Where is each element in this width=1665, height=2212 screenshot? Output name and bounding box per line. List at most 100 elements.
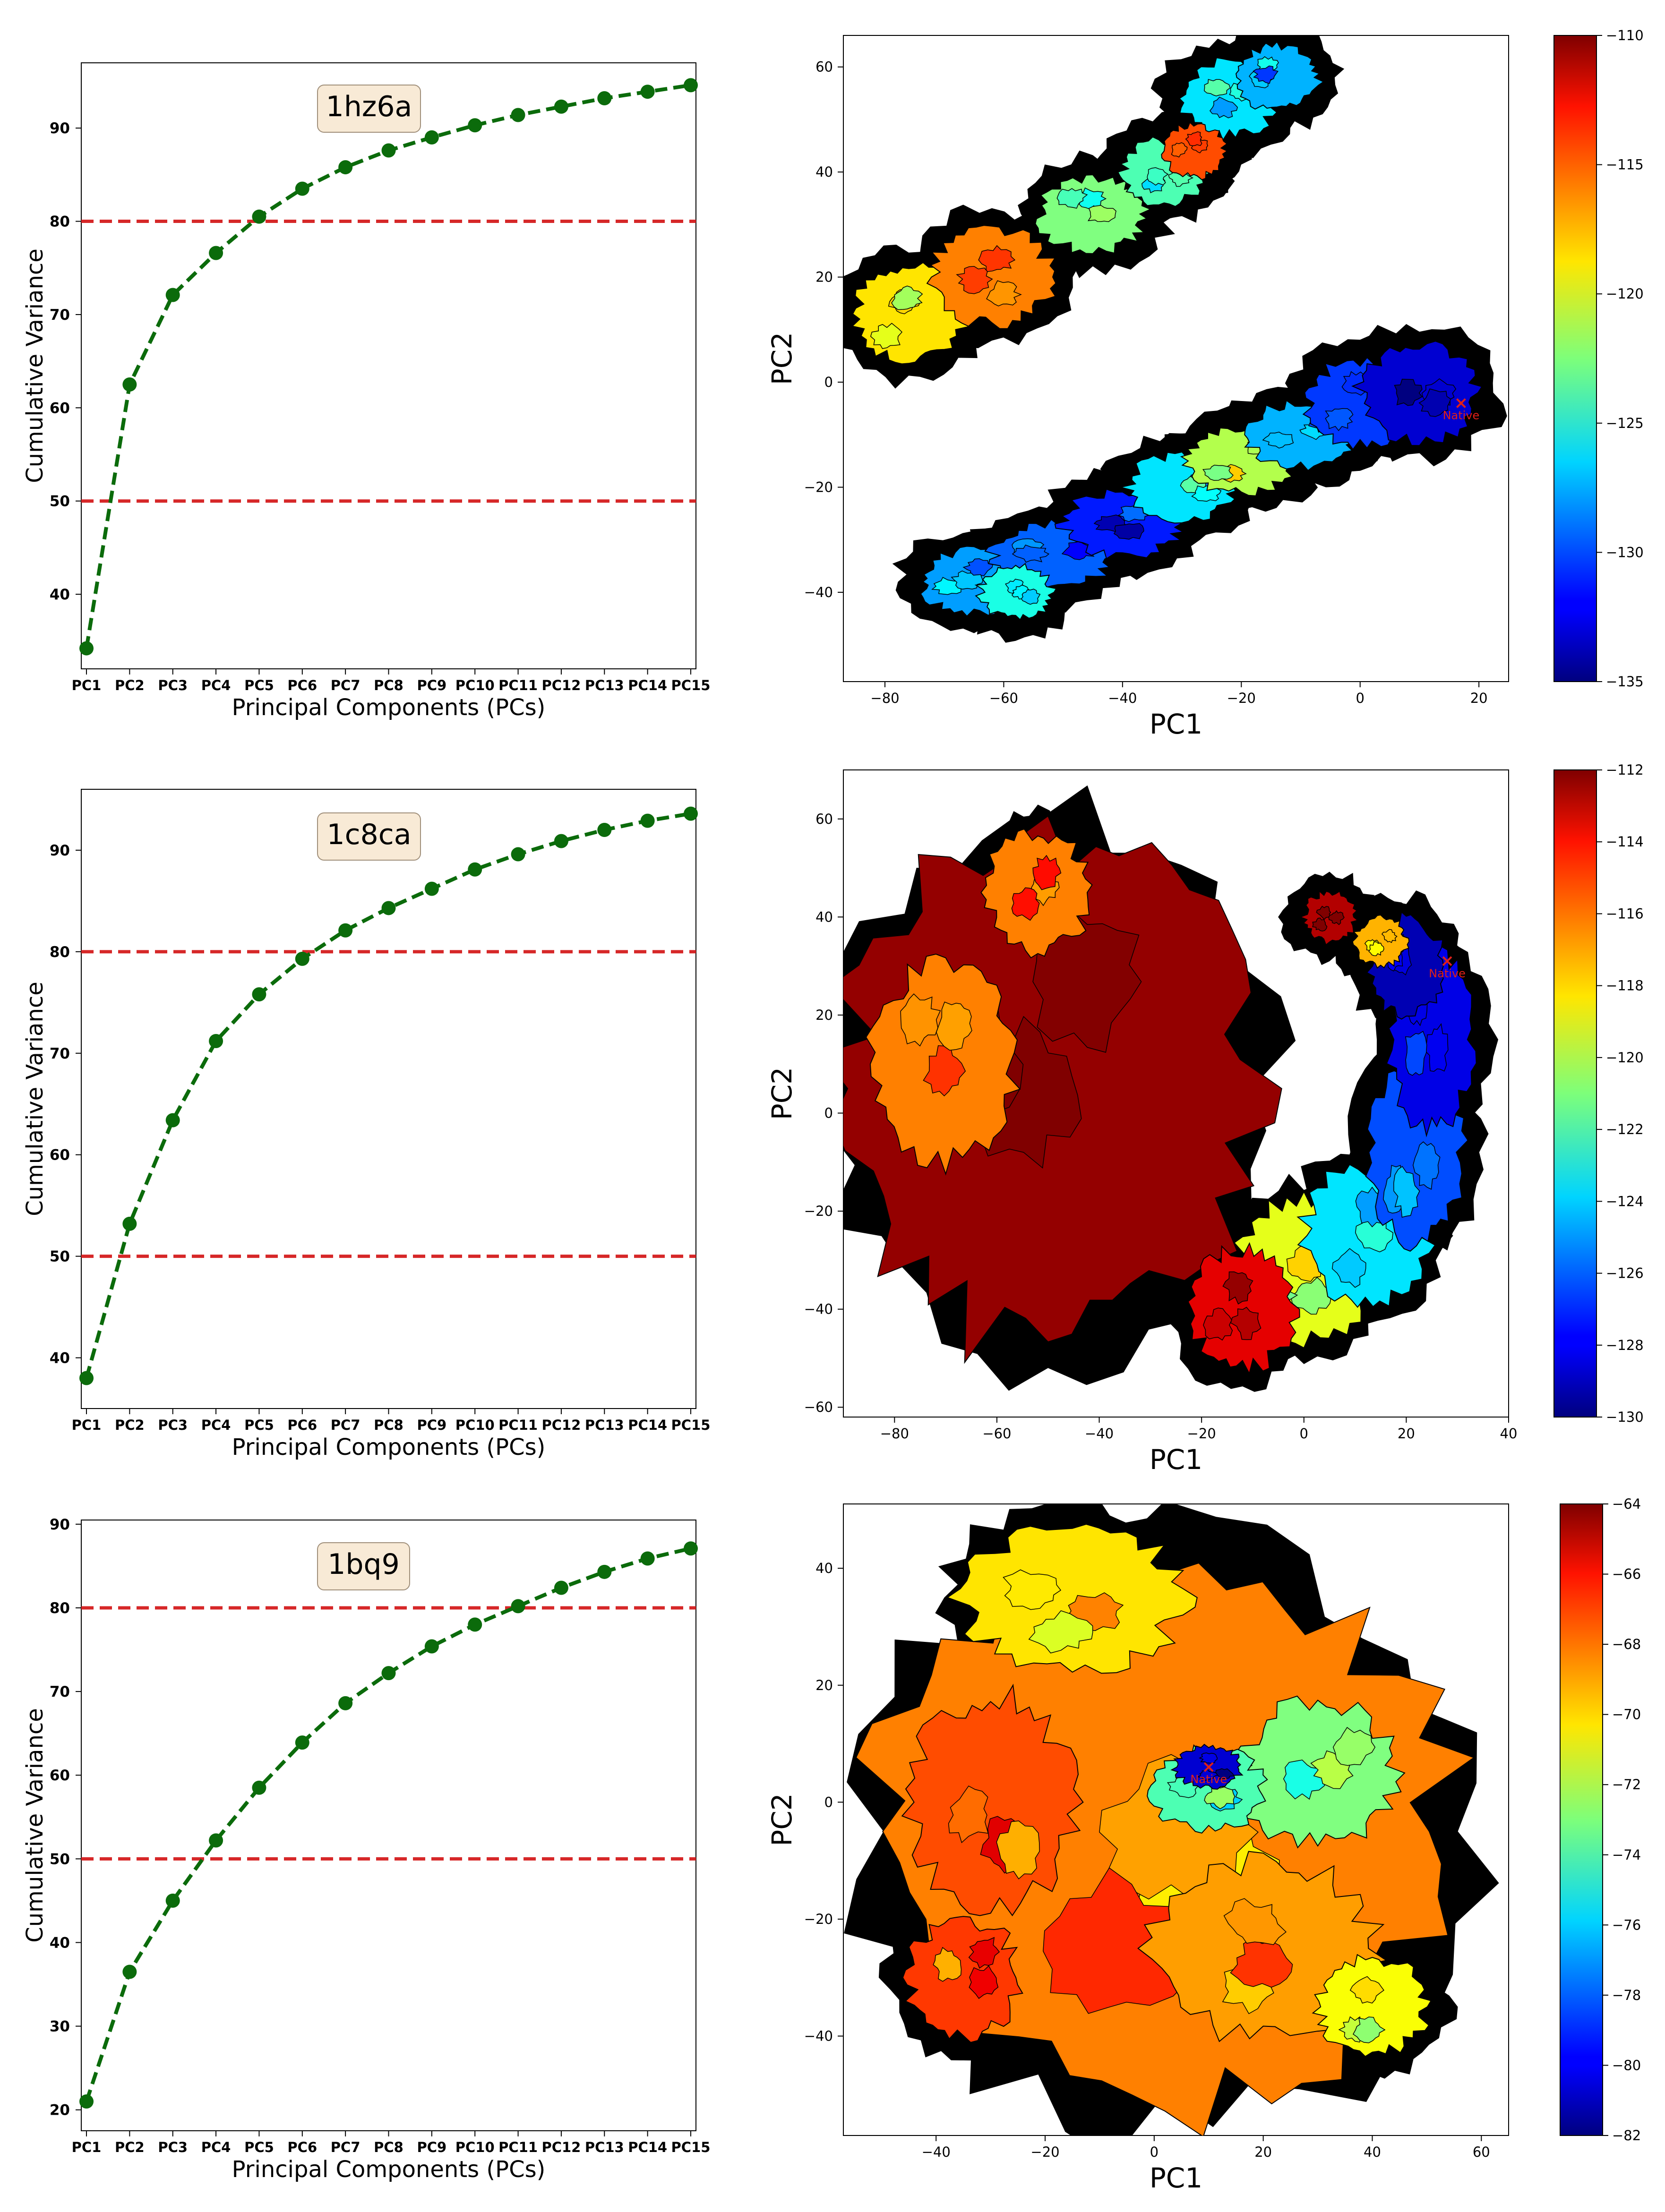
contour-island bbox=[1253, 65, 1279, 84]
variance-point bbox=[597, 822, 612, 837]
variance-point bbox=[295, 181, 309, 196]
variance-point bbox=[122, 377, 137, 392]
protein-label-box bbox=[317, 1542, 410, 1590]
y-tick-label: 40 bbox=[815, 164, 833, 180]
x-tick-label: PC15 bbox=[671, 677, 711, 693]
contour-island bbox=[1209, 96, 1238, 119]
x-tick-label: PC11 bbox=[498, 1417, 538, 1433]
protein-label-box bbox=[317, 812, 421, 861]
contour-island bbox=[948, 1785, 989, 1844]
native-label: Native bbox=[1443, 409, 1480, 422]
y-axis-label: Cumulative Variance bbox=[22, 1708, 48, 1943]
variance-point bbox=[165, 1113, 180, 1127]
x-tick-label: −40 bbox=[1108, 690, 1137, 706]
contour-island bbox=[1021, 589, 1041, 605]
contour-island bbox=[1412, 1141, 1441, 1190]
contour-island bbox=[933, 1947, 962, 1982]
variance-point bbox=[209, 246, 223, 260]
variance-point bbox=[468, 1617, 482, 1632]
y-axis-label: PC2 bbox=[766, 1793, 798, 1846]
x-tick-label: PC8 bbox=[374, 1417, 403, 1433]
y-tick-label: −20 bbox=[804, 1203, 833, 1219]
x-tick-label: PC5 bbox=[244, 1417, 274, 1433]
variance-point bbox=[252, 209, 266, 224]
colorbar bbox=[1560, 1503, 1603, 2136]
contour-island bbox=[1003, 1569, 1062, 1610]
x-tick-label: −80 bbox=[880, 1426, 909, 1442]
variance-point bbox=[338, 1696, 353, 1710]
x-tick-label: PC1 bbox=[72, 1417, 102, 1433]
basin-region bbox=[901, 1683, 1084, 1917]
x-tick-label: −40 bbox=[1085, 1426, 1114, 1442]
basin-region bbox=[1352, 914, 1410, 969]
x-tick-label: PC11 bbox=[498, 677, 538, 693]
variance-point bbox=[554, 834, 568, 848]
colorbar-tick-label: −70 bbox=[1612, 1707, 1641, 1723]
variance-point bbox=[295, 1735, 309, 1750]
x-tick-label: PC4 bbox=[201, 677, 231, 693]
contour-island bbox=[1418, 388, 1451, 417]
colorbar-tick-label: −112 bbox=[1606, 762, 1644, 778]
y-tick-label: 30 bbox=[50, 2018, 70, 2035]
x-tick-label: PC8 bbox=[374, 2139, 403, 2155]
variance-point bbox=[468, 862, 482, 877]
x-tick-label: PC10 bbox=[455, 677, 495, 693]
x-tick-label: −40 bbox=[922, 2144, 951, 2160]
x-tick-label: PC2 bbox=[115, 2139, 145, 2155]
plot-area bbox=[81, 62, 696, 669]
contour-island bbox=[1328, 910, 1345, 925]
variance-point bbox=[381, 143, 396, 158]
native-marker bbox=[1456, 398, 1466, 408]
variance-point bbox=[597, 91, 612, 106]
contour-island bbox=[951, 570, 983, 590]
contour-island bbox=[1325, 408, 1354, 431]
colorbar-tick-label: −122 bbox=[1606, 1121, 1644, 1137]
contour-island bbox=[1316, 905, 1331, 920]
contour-island bbox=[1185, 131, 1202, 146]
variance-point bbox=[209, 1833, 223, 1848]
variance-point bbox=[511, 108, 525, 122]
x-axis-label: PC1 bbox=[1150, 2162, 1202, 2194]
colorbar-tick-label: −120 bbox=[1606, 286, 1644, 302]
basin-region bbox=[926, 225, 1056, 329]
contour-island bbox=[1087, 205, 1116, 222]
y-axis-label: PC2 bbox=[766, 1067, 798, 1120]
y-tick-label: 60 bbox=[50, 1147, 70, 1164]
protein-label-box bbox=[317, 85, 421, 133]
x-tick-label: PC7 bbox=[331, 677, 360, 693]
x-tick-label: 0 bbox=[1356, 690, 1364, 706]
colorbar-tick-label: −80 bbox=[1612, 2057, 1641, 2073]
contour-island bbox=[1394, 378, 1423, 406]
variance-point bbox=[424, 1639, 439, 1654]
x-tick-label: PC9 bbox=[417, 1417, 446, 1433]
colorbar-tick-label: −126 bbox=[1606, 1265, 1644, 1281]
variance-point bbox=[511, 847, 525, 862]
contour-island bbox=[1405, 1031, 1427, 1076]
x-tick-label: PC4 bbox=[201, 2139, 231, 2155]
contour-island bbox=[1283, 1759, 1325, 1800]
variance-point bbox=[79, 1371, 94, 1385]
y-tick-label: 50 bbox=[50, 1248, 70, 1265]
native-marker bbox=[1203, 1762, 1214, 1772]
contour-island bbox=[969, 1965, 999, 1999]
x-axis-label: PC1 bbox=[1150, 708, 1202, 740]
variance-point bbox=[252, 1780, 266, 1795]
variance-point bbox=[122, 1216, 137, 1231]
landscape-basins bbox=[843, 35, 1507, 643]
x-tick-label: PC12 bbox=[541, 677, 581, 693]
colorbar-tick-label: −128 bbox=[1606, 1337, 1644, 1353]
x-tick-label: −60 bbox=[982, 1426, 1011, 1442]
variance-point bbox=[381, 1666, 396, 1681]
colorbar-tick-label: −66 bbox=[1612, 1566, 1641, 1582]
x-tick-label: PC7 bbox=[331, 1417, 360, 1433]
x-tick-label: PC1 bbox=[72, 677, 102, 693]
x-tick-label: PC13 bbox=[585, 2139, 624, 2155]
variance-point bbox=[209, 1033, 223, 1048]
y-tick-label: 50 bbox=[50, 1851, 70, 1868]
contour-island bbox=[1331, 1248, 1366, 1288]
colorbar-tick-label: −68 bbox=[1612, 1636, 1641, 1652]
colorbar-tick-label: −130 bbox=[1606, 1409, 1644, 1425]
variance-point bbox=[597, 1564, 612, 1579]
contour-island bbox=[900, 993, 941, 1047]
variance-point bbox=[554, 1580, 568, 1595]
